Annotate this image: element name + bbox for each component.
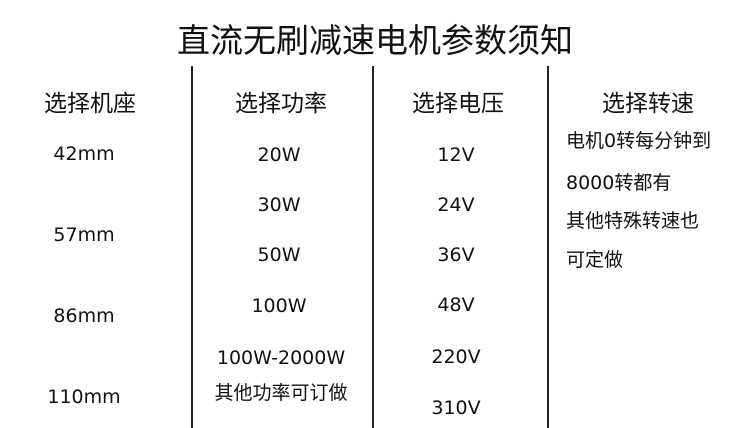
header-speed: 选择转速 [602,91,694,117]
power-note: 其他功率可订做 [214,382,348,404]
power-item: 100W [251,295,307,317]
frame-size-item: 42mm [53,143,115,165]
speed-note-line: 其他特殊转速也 [566,210,700,232]
page-title: 直流无刷减速电机参数须知 [177,21,573,60]
power-item: 20W [257,144,301,166]
frame-size-item: 110mm [47,386,121,408]
power-item: 30W [257,194,301,216]
voltage-item: 24V [437,194,475,216]
frame-size-item: 57mm [53,224,115,246]
speed-note-line: 可定做 [566,249,624,271]
column-divider [547,66,549,428]
speed-note-line: 电机0转每分钟到 [566,130,712,152]
header-frame-size: 选择机座 [44,91,136,117]
voltage-item: 48V [437,294,475,316]
voltage-item: 36V [437,244,475,266]
voltage-item: 310V [431,397,481,419]
voltage-item: 12V [437,144,475,166]
column-divider [372,66,374,428]
header-voltage: 选择电压 [412,91,504,117]
header-power: 选择功率 [235,91,327,117]
power-item: 50W [257,244,301,266]
speed-note-line: 8000转都有 [566,172,672,194]
frame-size-item: 86mm [53,305,115,327]
column-divider [191,66,193,428]
power-item: 100W-2000W [216,347,346,369]
voltage-item: 220V [431,346,481,368]
